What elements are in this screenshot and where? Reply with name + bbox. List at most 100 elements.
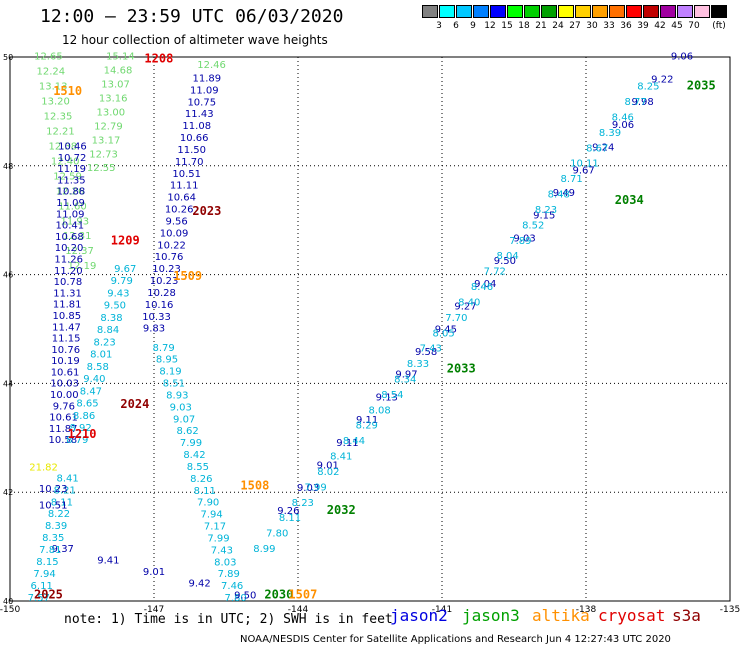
wave-height-label: 8.84 xyxy=(97,325,119,336)
wave-height-label: 7.90 xyxy=(197,498,219,509)
page-subtitle: 12 hour collection of altimeter wave hei… xyxy=(62,33,328,47)
legend-label: 27 xyxy=(569,21,581,31)
wave-height-label: 9.83 xyxy=(143,324,165,335)
wave-height-label: 7.99 xyxy=(304,482,326,493)
y-tick-label: 42 xyxy=(3,488,13,497)
legend-swatch xyxy=(541,5,557,18)
pass-time-label: 1510 xyxy=(53,84,82,98)
x-tick-label: -141 xyxy=(432,605,452,615)
wave-height-label: 8.46 xyxy=(471,282,493,293)
wave-height-label: 10.66 xyxy=(180,133,209,144)
legend-swatch xyxy=(660,5,676,18)
wave-height-label: 8.41 xyxy=(56,473,78,484)
wave-height-label: 9.04 xyxy=(474,279,496,290)
wave-height-label: 8.35 xyxy=(42,533,64,544)
wave-height-label: 9.42 xyxy=(188,579,210,590)
wave-height-label: 11.19 xyxy=(57,164,86,175)
legend-swatch xyxy=(422,5,438,18)
wave-height-label: 7.94 xyxy=(200,510,222,521)
wave-height-label: 12.55 xyxy=(87,163,116,174)
wave-height-label: 10.75 xyxy=(187,97,216,108)
wave-height-label: 8.93 xyxy=(166,390,188,401)
wave-height-label: 7.57 xyxy=(28,593,50,604)
wave-height-label: 9.03 xyxy=(170,402,192,413)
wave-height-label: 10.28 xyxy=(147,288,176,299)
wave-height-label: 8.11 xyxy=(279,513,301,524)
legend-swatch xyxy=(524,5,540,18)
wave-height-label: 11.20 xyxy=(54,266,83,277)
wave-height-label: 13.20 xyxy=(41,97,70,108)
wave-height-label: 12.40 xyxy=(51,156,80,167)
x-tick-label: -138 xyxy=(576,605,597,615)
wave-height-label: 8.23 xyxy=(93,337,115,348)
wave-height-label: 10.03 xyxy=(50,379,79,390)
pass-time-label: 1209 xyxy=(111,234,140,248)
legend-label: 42 xyxy=(654,21,666,31)
legend-swatch xyxy=(694,5,710,18)
wave-height-label: 10.11 xyxy=(570,159,599,170)
wave-height-label: 9.79 xyxy=(111,276,133,287)
wave-height-label: 11.81 xyxy=(53,300,82,311)
pass-time-label: 2032 xyxy=(327,503,356,517)
legend-swatch xyxy=(473,5,489,18)
wave-height-label: 8.54 xyxy=(381,390,403,401)
legend-swatch xyxy=(558,5,574,18)
wave-height-label: 8.11 xyxy=(194,486,216,497)
wave-height-label: 7.80 xyxy=(266,529,288,540)
wave-height-label: 13.13 xyxy=(39,82,68,93)
wave-height-label: 8.02 xyxy=(317,467,339,478)
wave-height-label: 10.09 xyxy=(160,228,189,239)
wave-height-label: 11.43 xyxy=(185,109,214,120)
wave-height-label: 7.89 xyxy=(218,569,240,580)
legend-label: 30 xyxy=(586,21,598,31)
wave-height-label: 9.06 xyxy=(671,52,693,63)
wave-height-label: 10.26 xyxy=(165,205,194,216)
x-tick-label: -144 xyxy=(288,605,309,615)
pass-time-label: 1508 xyxy=(240,478,269,492)
wave-height-label: 9.43 xyxy=(107,288,129,299)
legend-label: 9 xyxy=(470,21,476,31)
wave-height-label: 8.79 xyxy=(66,435,88,446)
wave-height-label: 8.92 xyxy=(69,423,91,434)
wave-height-label: 9.13 xyxy=(376,392,398,403)
wave-height-label: 8.86 xyxy=(73,411,95,422)
wave-height-label: 10.85 xyxy=(53,311,82,322)
wave-height-label: 7.43 xyxy=(211,545,233,556)
wave-height-label: 13.07 xyxy=(101,80,130,91)
wave-height-label: 10.33 xyxy=(142,312,171,323)
wave-height-label: 7.89 xyxy=(509,236,531,247)
wave-height-label: 9.49 xyxy=(553,188,575,199)
wave-height-label: 8.77 xyxy=(624,97,646,108)
legend-label: (ft) xyxy=(712,21,726,31)
wave-height-label: 12.24 xyxy=(36,67,65,78)
wave-height-label: 8.42 xyxy=(183,450,205,461)
wave-height-label: 8.19 xyxy=(159,367,181,378)
wave-height-label: 8.05 xyxy=(432,328,454,339)
wave-height-label: 10.88 xyxy=(57,187,86,198)
wave-height-label: 11.09 xyxy=(56,209,85,220)
wave-height-label: 21.82 xyxy=(29,462,58,473)
wave-height-label: 10.61 xyxy=(51,367,80,378)
footer-note: note: 1) Time is in UTC; 2) SWH is in fe… xyxy=(64,612,393,627)
wave-height-label: 9.27 xyxy=(454,302,476,313)
wave-height-label: 7.80 xyxy=(224,593,246,604)
satellite-label: jason3 xyxy=(462,606,520,625)
wave-height-label: 6.11 xyxy=(31,581,53,592)
legend-label: 18 xyxy=(518,21,530,31)
pass-time-label: 2035 xyxy=(687,79,716,93)
legend-label: 39 xyxy=(637,21,649,31)
wave-height-label: 9.22 xyxy=(651,74,673,85)
wave-height-label: 8.44 xyxy=(343,436,365,447)
wave-height-label: 8.25 xyxy=(637,82,659,93)
legend-swatch xyxy=(592,5,608,18)
wave-height-label: 10.58 xyxy=(48,435,77,446)
wave-height-label: 10.51 xyxy=(172,169,201,180)
pass-time-label: 2030 xyxy=(264,587,293,601)
wave-height-label: 8.46 xyxy=(612,112,634,123)
satellite-label: s3a xyxy=(672,606,701,625)
wave-height-label: 10.16 xyxy=(145,300,174,311)
legend-swatch xyxy=(439,5,455,18)
wave-height-label: 9.58 xyxy=(415,347,437,358)
wave-height-label: 8.39 xyxy=(45,521,67,532)
